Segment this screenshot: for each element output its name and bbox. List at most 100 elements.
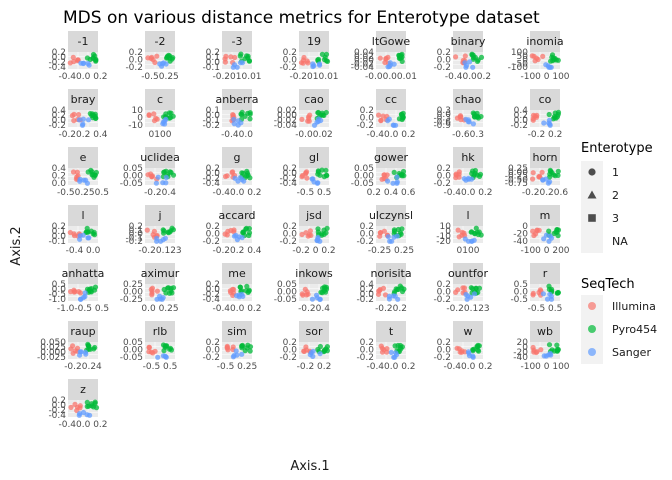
legend-key (581, 230, 603, 253)
y-tick-label: -0.2 (433, 179, 451, 189)
data-point (555, 168, 561, 174)
data-point (240, 293, 246, 299)
facet-panel: wb 200-20-40-100 0 100 (513, 321, 570, 372)
x-tick-label: -100 0 100 (520, 72, 569, 82)
data-point (151, 111, 157, 117)
data-point (470, 348, 476, 354)
y-tick-label: 0.0 (437, 288, 452, 298)
data-point (233, 348, 239, 354)
y-tick-label: 0.2 (437, 338, 451, 348)
data-point (86, 403, 92, 409)
data-point (460, 285, 466, 291)
x-tick-label: -1.0-0.5 0.5 (57, 304, 109, 314)
data-point (379, 345, 385, 351)
data-point (541, 120, 547, 126)
data-point (323, 167, 329, 173)
data-point (314, 119, 320, 125)
data-point (546, 117, 553, 123)
y-tick-label: 0.02 (277, 106, 297, 116)
data-point (538, 347, 544, 353)
y-tick-label: 0.0 (206, 169, 221, 179)
data-point (315, 56, 322, 63)
facet-strip-label: cao (304, 93, 324, 106)
data-point (546, 111, 552, 118)
facet-strip (145, 147, 175, 168)
y-tick-label: 0.2 (283, 222, 297, 232)
facet-panel: -2 0.20.0-0.2-0.50.25 (125, 31, 179, 82)
data-point (72, 401, 78, 407)
x-tick-label: -0.25 0.25 (368, 246, 414, 256)
data-point (311, 63, 317, 69)
facet-strip (376, 205, 406, 226)
x-tick-label: -0.5 0.5 (297, 188, 332, 198)
data-point (377, 55, 383, 61)
facet-panel: jsd 0.20.0-0.2-0.2 0 0.2 (279, 205, 336, 256)
x-tick-label: -0.00.00.01 (365, 72, 417, 82)
x-tick-label: -100 0 100 (520, 362, 569, 372)
data-point (231, 121, 237, 127)
facet-panel: gl 0.20.0-0.2-0.4-0.5 0.5 (279, 147, 331, 198)
data-point (92, 284, 99, 290)
y-tick-label: 0.00 (354, 172, 374, 182)
y-tick-label: 0.1 (52, 227, 66, 237)
chart-title: MDS on various distance metrics for Ente… (63, 8, 540, 28)
facet-panel: t 0.20.0-0.2-0.40.0 0.2 (356, 321, 416, 372)
data-point (530, 228, 536, 234)
y-tick-label: 0.0 (283, 230, 298, 240)
facet-strip-label: raup (70, 325, 95, 338)
data-point (80, 116, 86, 122)
legend-square-symbol (588, 214, 596, 222)
x-tick-label: -0.40.0 0.2 (366, 130, 415, 140)
facet-panel: e 0.40.20.0-0.50.250.5 (52, 147, 109, 198)
legend: Enterotype 1 2 3 NA SeqTech Illumina Pyro454 San… (581, 141, 657, 364)
facet-strip (222, 321, 252, 342)
legend-triangle-symbol (587, 190, 597, 199)
y-tick-label: 0.2 (283, 164, 297, 174)
x-tick-label: -100 0 200 (520, 246, 569, 256)
data-point (386, 296, 392, 302)
y-tick-label: 0.05 (123, 338, 143, 348)
legend-title-seqtech: SeqTech (581, 277, 635, 292)
y-tick-label: 0.5 (52, 280, 66, 290)
data-point (245, 55, 251, 61)
data-point (478, 113, 484, 120)
y-tick-label: -0.4 (202, 295, 220, 305)
facet-strip (145, 31, 175, 52)
data-point (470, 110, 476, 116)
data-point (548, 64, 554, 70)
data-point (317, 62, 323, 68)
data-point (246, 287, 252, 293)
data-point (321, 174, 327, 180)
y-tick-label: -0.2 (48, 406, 66, 416)
data-point (231, 353, 237, 359)
y-tick-label: -0.6 (433, 117, 451, 127)
y-tick-label: 0.0 (52, 285, 67, 295)
y-tick-label: -50 (513, 59, 528, 69)
y-tick-label: 0.0 (283, 56, 298, 66)
data-point (317, 351, 323, 357)
data-point (223, 53, 229, 60)
data-point (81, 60, 87, 66)
data-point (148, 349, 154, 355)
data-point (474, 343, 480, 350)
data-point (85, 229, 91, 235)
data-point (548, 293, 555, 299)
y-tick-label: 0.0 (52, 116, 67, 126)
data-point (384, 346, 390, 352)
y-tick-label: -0.2 (356, 353, 374, 363)
data-point (224, 344, 230, 350)
data-point (455, 227, 461, 233)
data-point (154, 288, 160, 294)
y-tick-label: 0.5 (514, 280, 528, 290)
data-point (232, 175, 238, 181)
data-point (399, 171, 405, 177)
data-point (463, 291, 469, 298)
data-point (472, 167, 478, 174)
y-tick-label: 0.0 (283, 169, 298, 179)
facet-panel: cc 0.20.0-0.2-0.40.0 0.2 (356, 89, 416, 140)
data-point (146, 112, 152, 118)
y-tick-label: -0.02 (351, 59, 374, 69)
data-point (386, 116, 392, 122)
facet-strip-label: e (80, 151, 87, 164)
facet-strip (222, 205, 252, 226)
